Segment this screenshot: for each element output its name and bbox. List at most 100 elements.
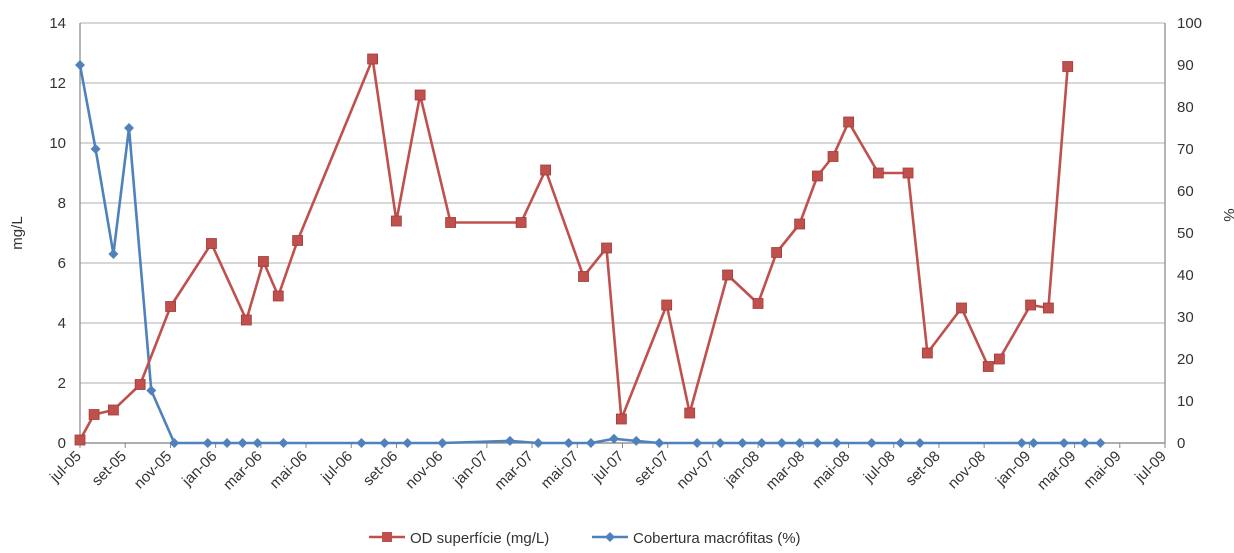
- data-point: [692, 438, 703, 448]
- data-point: [631, 435, 642, 446]
- right-axis-title: %: [1220, 208, 1234, 221]
- data-point: [445, 217, 456, 228]
- data-point: [292, 235, 303, 246]
- data-point: [563, 438, 574, 448]
- x-axis-tick-labels: jul-05 set-05 nov-05 jan-06 mar-06 mai-06 jul-…: [46, 443, 1170, 493]
- x-tick-label: jul-09: [1131, 448, 1170, 487]
- data-point: [414, 89, 426, 101]
- data-point: [872, 167, 884, 179]
- legend-label: Cobertura macrófitas (%): [633, 530, 801, 547]
- data-point: [240, 314, 252, 326]
- data-point: [202, 438, 213, 448]
- x-tick-label: set-06: [360, 448, 402, 490]
- x-tick-label: mar-08: [763, 448, 809, 494]
- data-point: [843, 116, 855, 128]
- left-axis-title: mg/L: [9, 216, 26, 249]
- data-point: [794, 218, 806, 230]
- x-tick-label: mai-08: [809, 448, 853, 492]
- right-tick-label: 30: [1177, 309, 1194, 326]
- gridlines: [80, 22, 1165, 444]
- x-tick-label: set-05: [89, 448, 131, 490]
- series-cobertura-macrofitas: [75, 60, 1106, 448]
- data-point: [252, 438, 263, 448]
- data-point: [1059, 438, 1070, 448]
- data-point: [608, 433, 619, 444]
- data-point: [258, 256, 269, 267]
- data-point: [379, 438, 390, 448]
- x-tick-label: set-08: [902, 448, 944, 490]
- data-point: [895, 438, 906, 448]
- data-point: [794, 438, 805, 448]
- data-point: [540, 164, 552, 176]
- data-point: [108, 249, 119, 259]
- x-tick-label: nov-07: [673, 448, 717, 492]
- data-point: [654, 438, 665, 448]
- x-tick-label: nov-06: [402, 448, 446, 492]
- data-point: [1095, 438, 1106, 448]
- legend-marker: [382, 532, 392, 542]
- data-point: [1062, 61, 1074, 72]
- data-point: [1025, 299, 1036, 311]
- x-tick-label: jul-05: [46, 448, 85, 487]
- data-point: [866, 438, 877, 448]
- left-tick-label: 14: [49, 15, 66, 32]
- left-tick-label: 0: [58, 435, 66, 452]
- data-point: [831, 438, 842, 448]
- data-point: [993, 353, 1005, 365]
- x-tick-label: jul-08: [860, 448, 899, 487]
- series-layer: [74, 53, 1106, 448]
- legend: OD superfície (mg/L) Cobertura macrófitas…: [369, 530, 801, 547]
- data-point: [272, 290, 284, 302]
- data-point: [206, 238, 217, 249]
- x-tick-label: jan-06: [178, 448, 220, 490]
- x-tick-label: nov-08: [945, 448, 989, 492]
- left-tick-label: 2: [58, 375, 66, 392]
- data-point: [1028, 438, 1039, 448]
- x-tick-label: set-07: [631, 448, 673, 490]
- data-point: [715, 438, 726, 448]
- data-point: [504, 435, 515, 446]
- data-point: [237, 438, 248, 448]
- data-point: [752, 298, 764, 309]
- right-tick-label: 0: [1177, 435, 1185, 452]
- left-tick-label: 4: [58, 315, 66, 332]
- data-point: [146, 385, 157, 396]
- x-tick-label: jan-09: [992, 448, 1034, 490]
- data-point: [88, 409, 100, 420]
- data-point: [756, 438, 767, 448]
- data-point: [812, 170, 823, 182]
- x-tick-label: jul-06: [317, 448, 356, 487]
- data-point: [737, 438, 748, 448]
- left-tick-label: 10: [49, 135, 66, 152]
- data-point: [437, 438, 448, 448]
- right-axis-tick-labels: 0 10 20 30 40 50 60 70 80 90 100: [1177, 15, 1202, 452]
- data-point: [278, 438, 289, 448]
- data-point: [914, 438, 925, 448]
- x-tick-label: mar-06: [220, 448, 266, 494]
- data-point: [402, 438, 413, 448]
- x-tick-label: jan-07: [449, 448, 491, 490]
- x-tick-label: mai-06: [266, 448, 310, 492]
- data-point: [533, 438, 544, 448]
- left-tick-label: 8: [58, 195, 66, 212]
- x-tick-label: jan-08: [721, 448, 763, 490]
- data-point: [902, 167, 914, 179]
- data-point: [615, 413, 627, 425]
- data-point: [982, 361, 994, 372]
- data-point: [169, 438, 180, 448]
- series-od-superficie: [74, 53, 1074, 446]
- data-point: [515, 217, 527, 228]
- data-point: [578, 271, 589, 282]
- data-point: [1016, 438, 1027, 448]
- right-tick-label: 90: [1177, 57, 1194, 74]
- data-point: [1079, 438, 1090, 448]
- data-point: [222, 438, 233, 448]
- x-tick-label: nov-05: [131, 448, 175, 492]
- left-tick-label: 12: [49, 75, 66, 92]
- data-point: [771, 247, 782, 258]
- data-point: [812, 438, 823, 448]
- data-point: [90, 144, 101, 154]
- right-tick-label: 50: [1177, 225, 1194, 242]
- data-point: [124, 123, 135, 133]
